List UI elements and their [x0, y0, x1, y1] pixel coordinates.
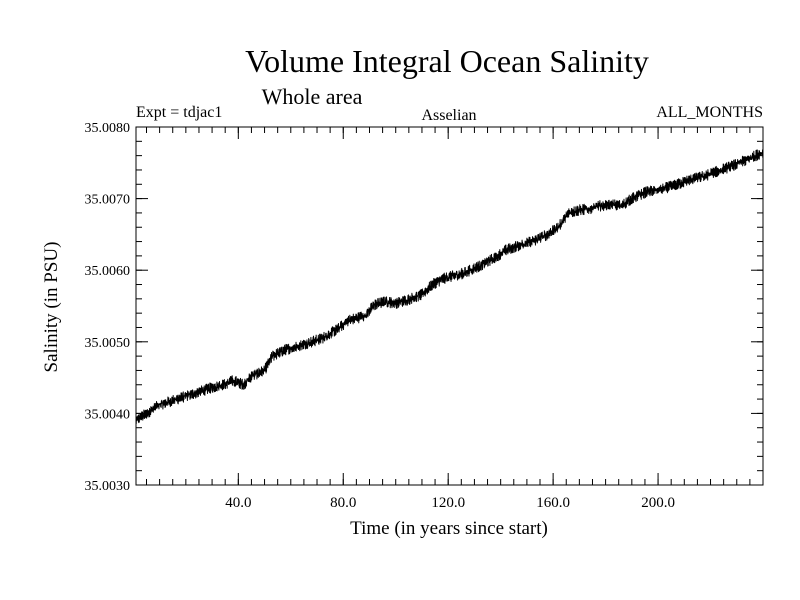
plot-area: 40.0 80.0 120.0 160.0 200.0 35.0030 35.0040 35.…	[85, 121, 764, 511]
y-tick-label: 35.0040	[85, 407, 131, 422]
x-tick-label: 160.0	[536, 495, 570, 511]
x-tick-label: 120.0	[431, 495, 465, 511]
y-tick-label: 35.0080	[85, 121, 131, 136]
salinity-series-line	[135, 149, 764, 425]
x-tick-label: 80.0	[330, 495, 356, 511]
chart-subtitle: Whole area	[262, 84, 363, 109]
y-tick-label: 35.0070	[85, 193, 131, 208]
x-tick-label: 40.0	[225, 495, 251, 511]
y-tick-label: 35.0030	[85, 479, 131, 494]
y-axis-label: Salinity (in PSU)	[41, 242, 62, 373]
experiment-label: Expt = tdjac1	[136, 104, 222, 121]
x-tick-label: 200.0	[641, 495, 675, 511]
months-label: ALL_MONTHS	[656, 104, 763, 121]
y-tick-label: 35.0050	[85, 336, 131, 351]
plot-frame	[135, 126, 764, 486]
chart-title: Volume Integral Ocean Salinity	[245, 43, 649, 79]
y-tick-label: 35.0060	[85, 264, 131, 279]
method-label: Asselian	[421, 107, 476, 124]
x-axis-label: Time (in years since start)	[350, 518, 548, 539]
